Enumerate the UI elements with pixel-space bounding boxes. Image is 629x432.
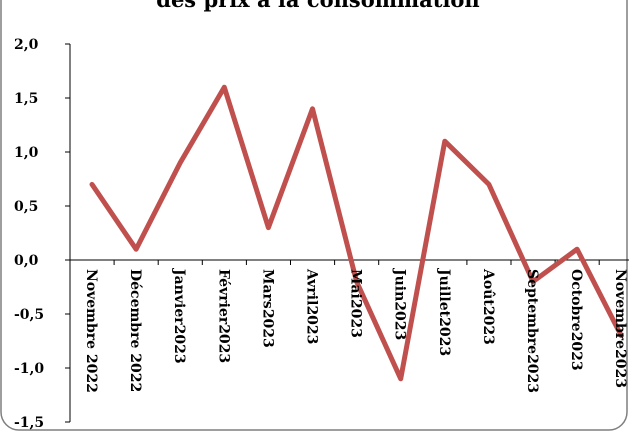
y-tick-label: 0,5 bbox=[14, 199, 38, 215]
y-tick-label: 0,0 bbox=[14, 253, 39, 269]
y-tick-label: -0,5 bbox=[14, 307, 44, 323]
y-tick-label: -1,0 bbox=[14, 361, 44, 377]
x-tick-labels: Novembre 2022 Décembre 2022 Janvier2023 Fév… bbox=[83, 267, 628, 393]
x-tick-label: Novembre2023 bbox=[612, 269, 628, 388]
y-tick-label: 1,0 bbox=[14, 145, 39, 161]
y-tick-label: 2,0 bbox=[14, 37, 39, 53]
x-tick-label: Juin2023 bbox=[392, 267, 408, 340]
y-axis: 2,0 1,5 1,0 0,5 0,0 -0,5 -1,0 -1,5 bbox=[14, 37, 71, 431]
x-tick-label: Avril2023 bbox=[304, 268, 320, 344]
x-tick-label: Mai2023 bbox=[348, 269, 364, 338]
x-tick-label: Octobre2023 bbox=[568, 269, 584, 371]
x-tick-label: Novembre 2022 bbox=[83, 269, 99, 393]
x-tick-label: Février2023 bbox=[215, 269, 231, 363]
y-tick-label: 1,5 bbox=[14, 91, 38, 107]
x-tick-label: Août2023 bbox=[480, 268, 496, 345]
x-tick-label: Septembre2023 bbox=[524, 269, 540, 393]
x-tick-label: Juillet2023 bbox=[436, 267, 452, 356]
x-tick-label: Janvier2023 bbox=[171, 267, 187, 364]
y-tick-label: -1,5 bbox=[14, 415, 44, 431]
chart-title: des prix à la consommation bbox=[156, 0, 479, 12]
x-tick-label: Décembre 2022 bbox=[127, 269, 143, 392]
series-group bbox=[89, 84, 624, 382]
x-tick-label: Mars2023 bbox=[259, 269, 275, 348]
